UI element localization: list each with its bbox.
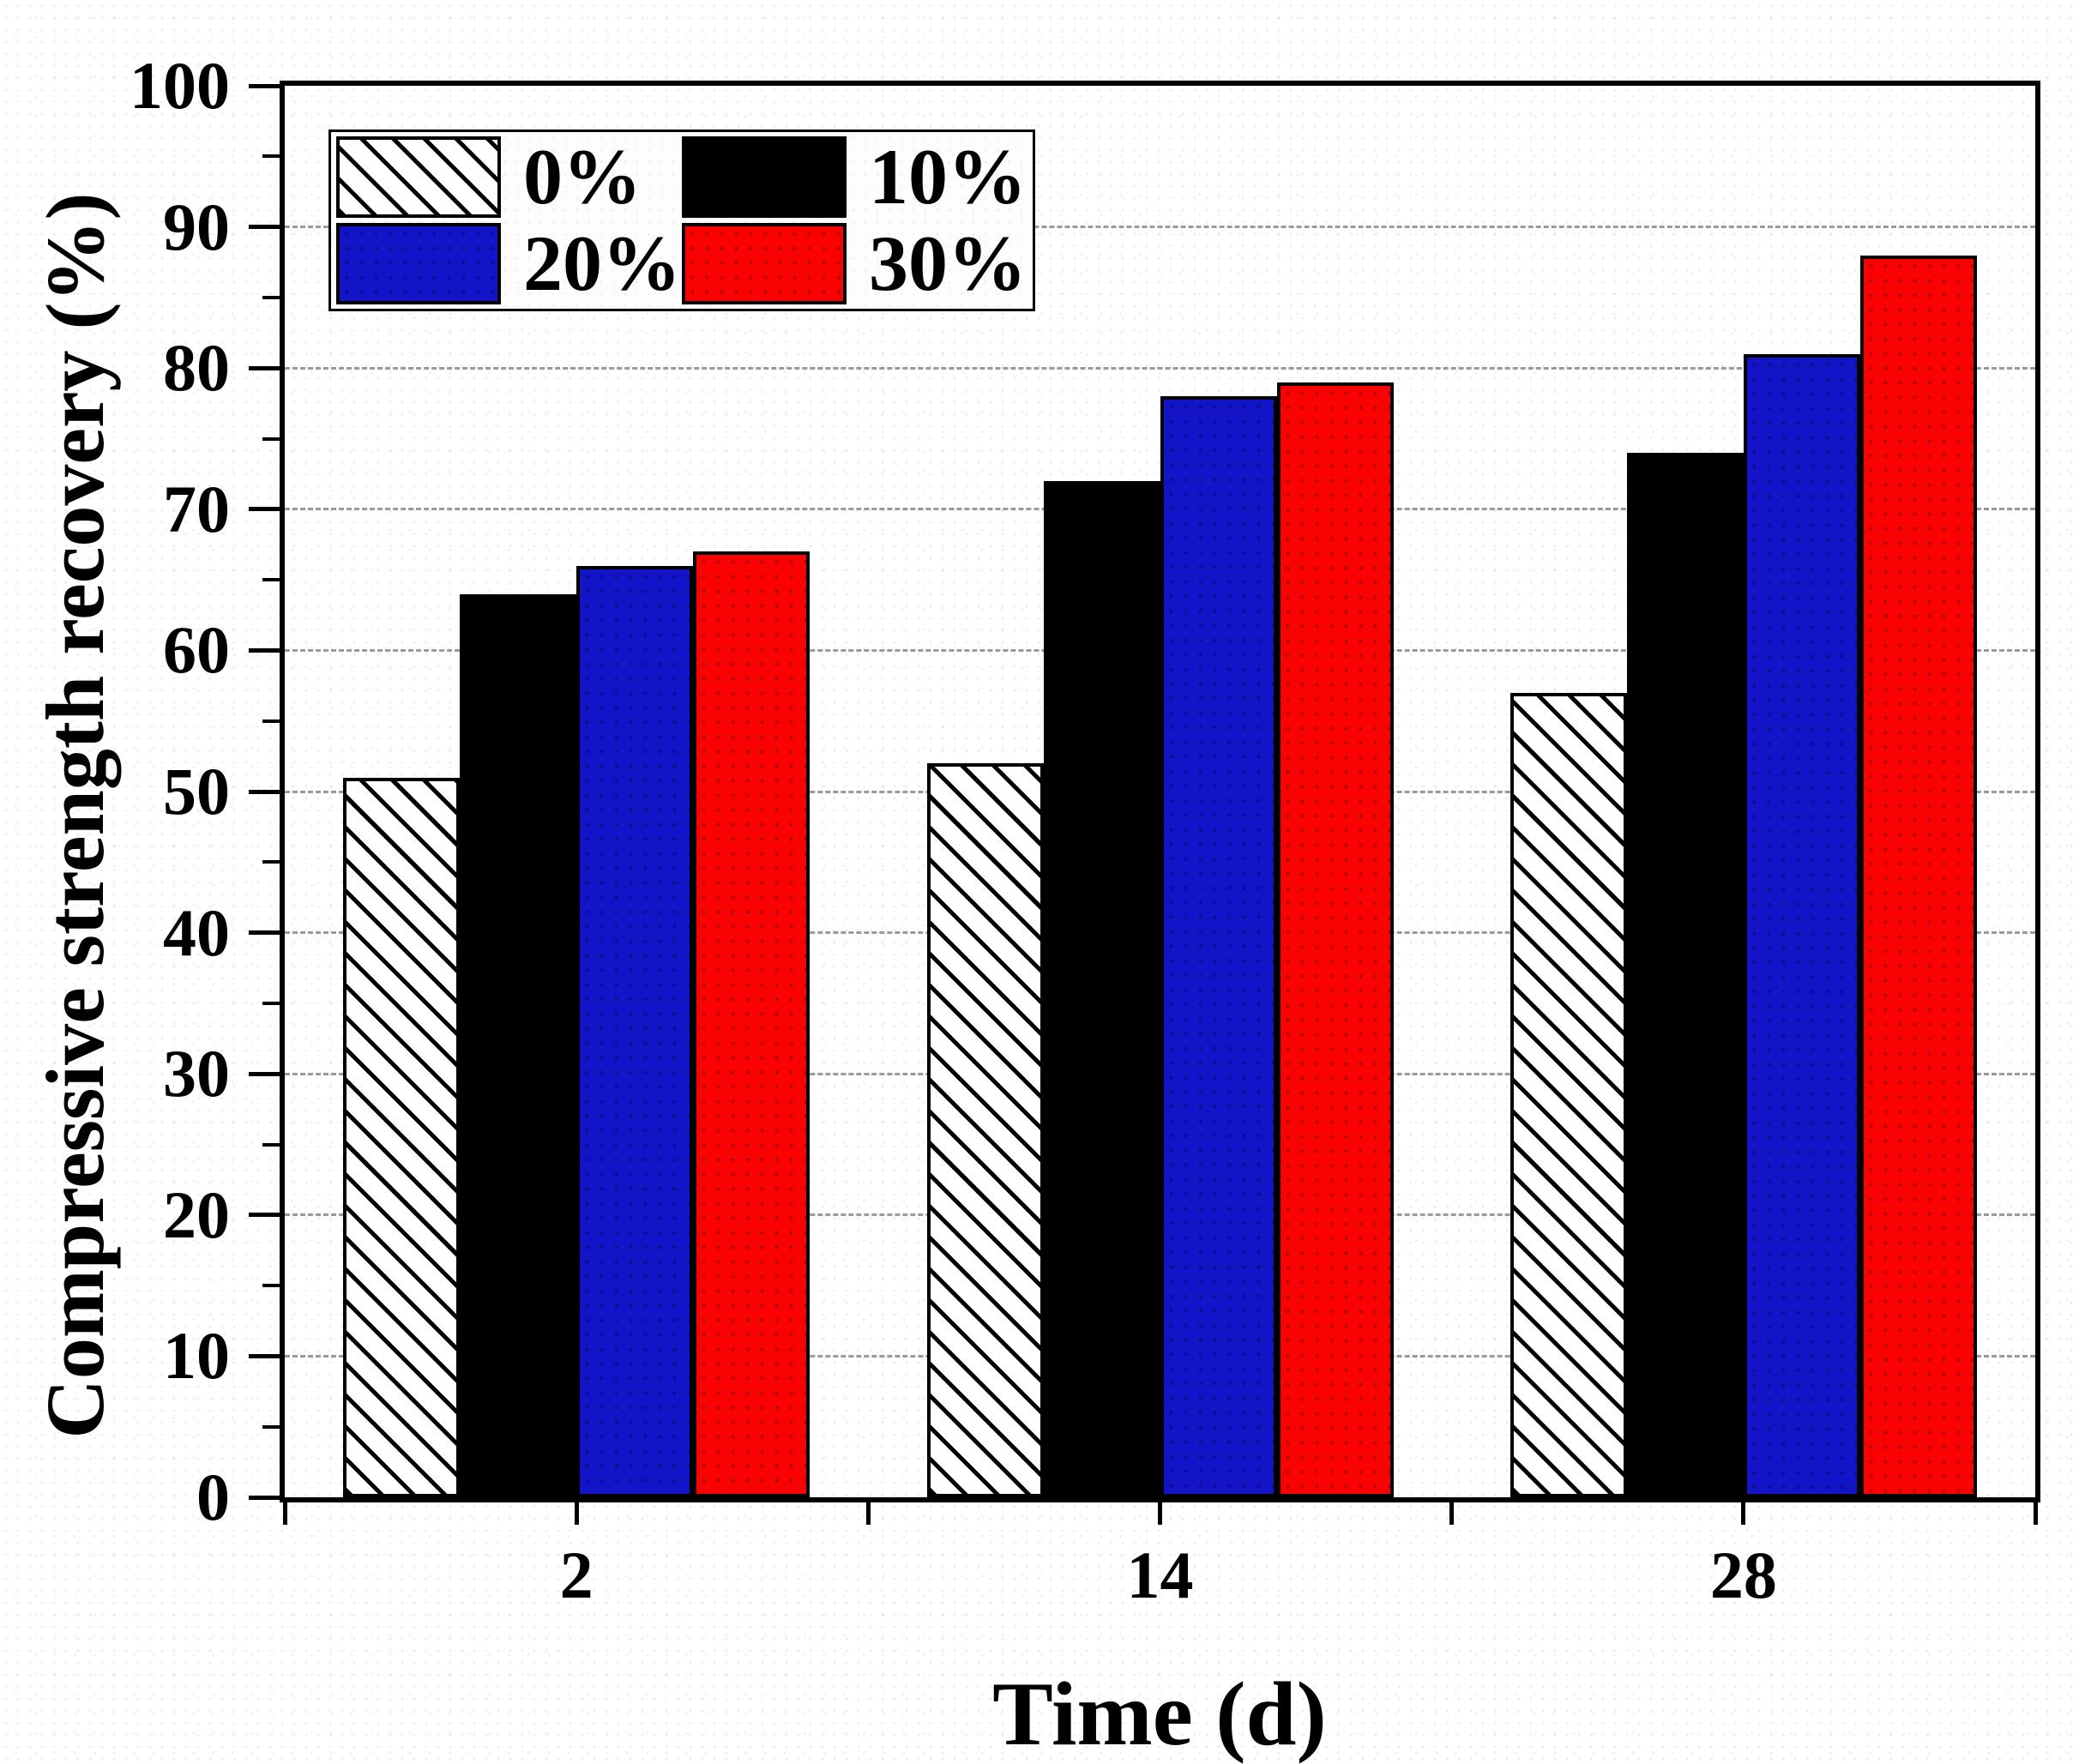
bar-10%-day14 bbox=[1043, 480, 1160, 1497]
legend-label: 0% bbox=[523, 133, 642, 220]
bar-10%-day2 bbox=[460, 593, 577, 1497]
bar-10%-day28 bbox=[1626, 452, 1744, 1497]
y-tick-label: 50 bbox=[163, 754, 230, 828]
y-tick-minor bbox=[262, 1424, 280, 1429]
bar-30%-day14 bbox=[1276, 382, 1394, 1497]
y-tick-minor bbox=[262, 578, 280, 582]
legend-item-30pct: 30% bbox=[682, 223, 1027, 304]
legend-item-20pct: 20% bbox=[336, 223, 682, 304]
legend-item-0pct: 0% bbox=[336, 136, 682, 218]
gridline bbox=[285, 226, 2035, 229]
y-tick-major bbox=[249, 1495, 280, 1500]
y-tick-minor bbox=[262, 154, 280, 159]
legend-swatch-hatched bbox=[336, 136, 501, 218]
y-tick-minor bbox=[262, 295, 280, 299]
bar-30%-day2 bbox=[693, 551, 811, 1497]
y-tick-label: 40 bbox=[163, 894, 230, 970]
bar-30%-day28 bbox=[1859, 255, 1977, 1497]
legend-label: 20% bbox=[523, 220, 681, 307]
y-tick-major bbox=[249, 1353, 280, 1358]
x-tick bbox=[2033, 1497, 2038, 1525]
y-tick-label: 90 bbox=[163, 189, 230, 264]
x-tick bbox=[574, 1497, 579, 1525]
x-tick bbox=[282, 1497, 287, 1525]
x-tick-label: 28 bbox=[1709, 1538, 1777, 1612]
y-tick-major bbox=[249, 365, 280, 370]
x-tick bbox=[1158, 1497, 1162, 1525]
y-tick-label: 80 bbox=[163, 330, 230, 406]
y-tick-label: 10 bbox=[163, 1318, 230, 1394]
y-tick-label: 20 bbox=[163, 1177, 230, 1252]
y-tick-label: 100 bbox=[130, 48, 230, 123]
y-tick-minor bbox=[262, 436, 280, 441]
x-axis-title: Time (d) bbox=[992, 1664, 1327, 1764]
y-tick-label: 60 bbox=[163, 612, 230, 688]
legend-item-10pct: 10% bbox=[682, 136, 1027, 218]
gridline bbox=[285, 366, 2035, 370]
x-tick-label: 14 bbox=[1126, 1538, 1194, 1612]
y-axis-title: Compressive strength recovery (%) bbox=[29, 192, 121, 1439]
x-tick bbox=[1449, 1497, 1455, 1525]
legend-label: 10% bbox=[869, 133, 1027, 220]
x-tick-label: 2 bbox=[559, 1538, 594, 1612]
bar-0%-day14 bbox=[926, 763, 1044, 1497]
bar-20%-day28 bbox=[1743, 353, 1860, 1497]
legend-swatch-blue bbox=[336, 223, 501, 304]
y-tick-label: 70 bbox=[163, 471, 230, 546]
y-tick-minor bbox=[262, 860, 280, 864]
y-tick-label: 30 bbox=[163, 1036, 230, 1111]
y-tick-minor bbox=[262, 1284, 280, 1288]
y-tick-major bbox=[249, 930, 280, 936]
y-tick-major bbox=[249, 83, 280, 88]
y-tick-label: 0 bbox=[196, 1460, 230, 1534]
y-tick-major bbox=[249, 647, 280, 653]
legend-swatch-black bbox=[682, 136, 847, 218]
plot-area: 0% 10% 20% 30% bbox=[280, 81, 2040, 1502]
y-tick-major bbox=[249, 507, 280, 512]
bar-20%-day2 bbox=[576, 565, 694, 1497]
y-tick-major bbox=[249, 789, 280, 794]
y-tick-minor bbox=[262, 1001, 280, 1005]
legend-swatch-red bbox=[682, 223, 847, 304]
legend: 0% 10% 20% 30% bbox=[328, 129, 1035, 311]
y-tick-major bbox=[249, 225, 280, 230]
bar-0%-day2 bbox=[343, 777, 461, 1497]
y-tick-major bbox=[249, 1071, 280, 1076]
legend-label: 30% bbox=[869, 220, 1027, 307]
x-tick bbox=[865, 1497, 871, 1525]
x-tick bbox=[1741, 1497, 1746, 1525]
bar-20%-day14 bbox=[1160, 396, 1277, 1497]
y-tick-major bbox=[249, 1213, 280, 1218]
bar-0%-day28 bbox=[1510, 692, 1627, 1497]
y-tick-minor bbox=[262, 719, 280, 723]
y-tick-minor bbox=[262, 1142, 280, 1147]
